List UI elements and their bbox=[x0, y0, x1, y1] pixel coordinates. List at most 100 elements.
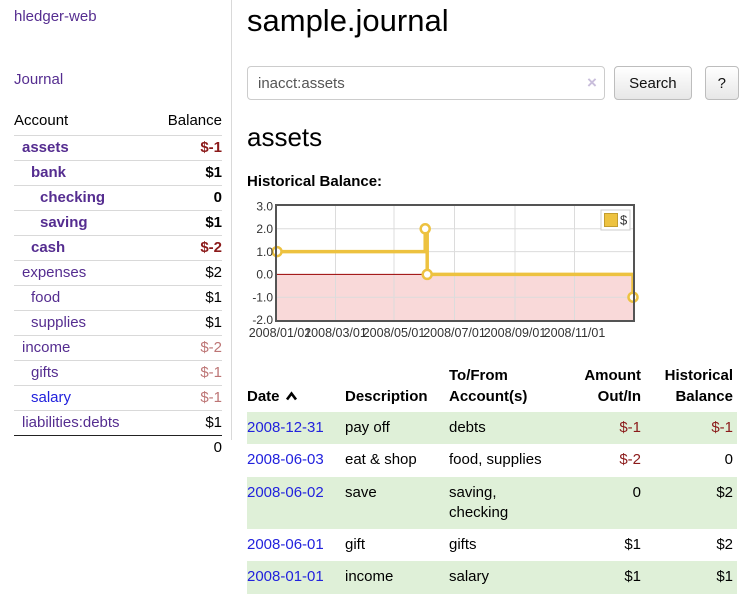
transaction-accounts: saving, checking bbox=[449, 476, 567, 530]
page-title: sample.journal bbox=[247, 3, 449, 38]
register-table: Date Description To/From Account(s) Amou… bbox=[247, 363, 737, 594]
transaction-balance: $-1 bbox=[645, 412, 737, 445]
account-balance: 0 bbox=[151, 185, 222, 211]
svg-text:0.0: 0.0 bbox=[256, 267, 273, 281]
legend-label: $ bbox=[620, 212, 628, 227]
transaction-row: 2008-06-03 eat & shop food, supplies $-2… bbox=[247, 444, 737, 476]
svg-text:2.0: 2.0 bbox=[256, 222, 273, 236]
account-link-gifts[interactable]: gifts bbox=[31, 364, 59, 381]
account-balance: $-2 bbox=[151, 335, 222, 361]
account-row: supplies $1 bbox=[14, 310, 222, 336]
svg-text:3.0: 3.0 bbox=[256, 199, 273, 213]
chart-canvas: $ 3.0 2.0 1.0 0.0 -1.0 -2.0 2008/01/01 2… bbox=[249, 199, 639, 340]
transaction-balance: $2 bbox=[645, 476, 737, 530]
accounts-header-row: Account Balance bbox=[14, 108, 222, 136]
account-row: assets $-1 bbox=[14, 135, 222, 161]
account-row: income $-2 bbox=[14, 335, 222, 361]
account-link-checking[interactable]: checking bbox=[40, 189, 106, 206]
account-balance: $-1 bbox=[151, 135, 222, 161]
sort-ascending-icon bbox=[285, 386, 298, 408]
account-link-supplies[interactable]: supplies bbox=[31, 314, 87, 331]
account-link-income[interactable]: income bbox=[22, 339, 71, 356]
register-col-tofrom: To/From Account(s) bbox=[449, 366, 528, 406]
transaction-description: pay off bbox=[345, 412, 449, 445]
transaction-date-link[interactable]: 2008-06-02 bbox=[247, 483, 324, 501]
main-content: sample.journal × Search ? assets Histori… bbox=[247, 0, 739, 594]
register-col-balance: Historical Balance bbox=[664, 366, 733, 406]
historical-balance-chart: $ 3.0 2.0 1.0 0.0 -1.0 -2.0 2008/01/01 2… bbox=[247, 197, 739, 353]
transaction-description: income bbox=[345, 561, 449, 594]
transaction-amount: 0 bbox=[567, 476, 645, 530]
account-link-bank[interactable]: bank bbox=[31, 164, 67, 181]
transaction-amount: $1 bbox=[624, 536, 641, 554]
transaction-accounts: food, supplies bbox=[449, 451, 542, 469]
account-link-saving[interactable]: saving bbox=[40, 214, 88, 231]
accounts-total-balance: 0 bbox=[151, 435, 222, 460]
transaction-description: eat & shop bbox=[345, 451, 417, 469]
transaction-amount: $1 bbox=[567, 561, 645, 594]
svg-text:2008/05/01: 2008/05/01 bbox=[363, 326, 426, 340]
transaction-row: 2008-06-02 save saving, checking 0 $2 bbox=[247, 476, 737, 530]
svg-text:-2.0: -2.0 bbox=[252, 313, 273, 327]
account-row: gifts $-1 bbox=[14, 360, 222, 386]
account-balance: $-1 bbox=[151, 360, 222, 386]
transaction-amount: $-2 bbox=[619, 451, 641, 469]
account-row: cash $-2 bbox=[14, 235, 222, 261]
svg-text:2008/03/01: 2008/03/01 bbox=[304, 326, 367, 340]
account-row: checking 0 bbox=[14, 185, 222, 211]
account-row: bank $1 bbox=[14, 160, 222, 186]
transaction-description: save bbox=[345, 476, 449, 530]
transaction-balance: 0 bbox=[724, 451, 733, 469]
account-balance: $-2 bbox=[151, 235, 222, 261]
account-balance: $1 bbox=[151, 285, 222, 311]
legend-swatch bbox=[604, 212, 618, 227]
accounts-total-row: 0 bbox=[14, 435, 222, 460]
register-header-row: Date Description To/From Account(s) Amou… bbox=[247, 363, 737, 413]
account-heading: assets bbox=[247, 122, 323, 153]
clear-search-icon[interactable]: × bbox=[587, 73, 597, 93]
account-link-food[interactable]: food bbox=[31, 289, 61, 306]
account-link-salary[interactable]: salary bbox=[31, 389, 72, 406]
transaction-row: 2008-01-01 income salary $1 $1 bbox=[247, 561, 737, 594]
transaction-date-link[interactable]: 2008-06-03 bbox=[247, 451, 324, 469]
account-balance: $-1 bbox=[151, 385, 222, 411]
account-row: liabilities:debts $1 bbox=[14, 410, 222, 436]
svg-text:-1.0: -1.0 bbox=[252, 290, 273, 304]
search-button[interactable]: Search bbox=[614, 66, 692, 101]
transaction-description: gift bbox=[345, 536, 366, 554]
search-help-button[interactable]: ? bbox=[704, 66, 739, 101]
account-link-assets[interactable]: assets bbox=[22, 139, 69, 156]
register-col-description: Description bbox=[345, 388, 428, 406]
search-input[interactable] bbox=[247, 66, 606, 101]
accounts-col-balance: Balance bbox=[167, 112, 222, 129]
transaction-accounts: salary bbox=[449, 561, 567, 594]
transaction-balance: $1 bbox=[645, 561, 737, 594]
account-balance: $1 bbox=[151, 310, 222, 336]
transaction-date-link[interactable]: 2008-12-31 bbox=[247, 419, 324, 437]
transaction-row: 2008-12-31 pay off debts $-1 $-1 bbox=[247, 412, 737, 445]
transaction-accounts: debts bbox=[449, 412, 567, 445]
x-axis-ticks: 2008/01/01 2008/03/01 2008/05/01 2008/07… bbox=[249, 326, 606, 340]
transaction-row: 2008-06-01 gift gifts $1 $2 bbox=[247, 529, 737, 561]
transaction-amount: $-1 bbox=[567, 412, 645, 445]
account-row: expenses $2 bbox=[14, 260, 222, 286]
y-axis-ticks: 3.0 2.0 1.0 0.0 -1.0 -2.0 bbox=[252, 199, 273, 327]
account-balance: $1 bbox=[151, 210, 222, 236]
account-balance: $1 bbox=[151, 160, 222, 186]
account-link-cash[interactable]: cash bbox=[31, 239, 66, 256]
account-link-liabilities-debts[interactable]: liabilities:debts bbox=[22, 414, 120, 431]
account-link-expenses[interactable]: expenses bbox=[22, 264, 87, 281]
search-form: × Search ? bbox=[247, 66, 739, 101]
account-row: salary $-1 bbox=[14, 385, 222, 411]
transaction-date-link[interactable]: 2008-01-01 bbox=[247, 568, 324, 586]
sidebar-item-journal[interactable]: Journal bbox=[14, 71, 64, 88]
svg-text:1.0: 1.0 bbox=[256, 245, 273, 259]
brand-link[interactable]: hledger-web bbox=[14, 8, 97, 25]
transaction-date-link[interactable]: 2008-06-01 bbox=[247, 536, 324, 554]
plot-border bbox=[275, 203, 635, 322]
register-col-date[interactable]: Date bbox=[247, 363, 345, 413]
accounts-col-account: Account bbox=[14, 112, 69, 129]
sidebar-nav: Journal bbox=[14, 71, 221, 88]
chart-title: Historical Balance: bbox=[247, 172, 383, 190]
svg-text:2008/01/01: 2008/01/01 bbox=[249, 326, 312, 340]
